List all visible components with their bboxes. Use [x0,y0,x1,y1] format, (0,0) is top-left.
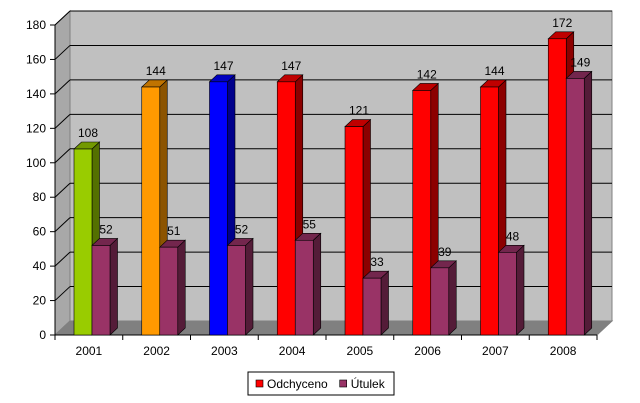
gridline-side [54,79,71,95]
data-label: 51 [167,224,181,238]
bar-front [276,81,296,336]
bar-front [480,86,499,336]
y-tick-label: 140 [26,87,46,101]
bar-front [344,126,364,336]
data-label: 48 [506,229,520,243]
legend-label: Útulek [351,376,386,391]
legend-label: Odchyceno [267,377,328,391]
bar-front [159,246,179,336]
y-tick-label: 20 [33,294,47,308]
bar-front [362,277,382,336]
data-label: 172 [552,16,572,30]
y-tick-label: 160 [26,52,46,66]
data-label: 39 [438,245,452,259]
bar-side [312,232,322,336]
bars [73,31,593,336]
bar-útulek-2001 [91,237,119,336]
gridline-side [54,45,71,60]
x-tick-label: 2007 [482,344,509,358]
y-tick-label: 120 [26,121,46,135]
bar-front [294,239,314,336]
bar-útulek-2003 [226,237,254,336]
y-tick-label: 100 [26,156,46,170]
data-label: 144 [484,64,504,78]
bar-front [547,38,567,336]
data-label: 33 [370,255,384,269]
y-axis-ticks: 0 20 40 60 80 100 120 140 160 180 [26,18,55,342]
data-label: 52 [235,222,249,236]
bar-side [516,244,525,336]
gridline-side [54,10,71,26]
gridline-side [54,148,71,164]
bar-front [498,252,517,336]
data-label: 149 [570,55,590,69]
x-tick-label: 2004 [279,344,306,358]
x-tick-label: 2008 [550,344,577,358]
gridline-side [54,286,71,301]
data-label: 52 [99,222,113,236]
bar-side [109,237,118,336]
bar-útulek-2006 [429,260,458,336]
data-labels: 108 52 144 51 147 52 147 55 121 33 142 39 144 48 172 14… [78,16,591,269]
gridline-side [54,113,71,129]
data-label: 142 [417,67,437,81]
bar-útulek-2007 [497,244,525,336]
y-tick-label: 180 [26,18,46,32]
x-tick-label: 2005 [347,344,374,358]
bar-útulek-2004 [294,232,322,336]
bar-front [91,245,111,336]
bar-side [177,239,186,336]
bar-front [412,90,432,336]
legend: Odchyceno Útulek [247,371,395,396]
gridline-side [54,217,71,233]
gridline-side [54,182,71,198]
x-tick-label: 2001 [76,344,103,358]
bar-side [448,260,457,336]
x-tick-label: 2006 [414,344,441,358]
data-label: 108 [78,126,98,140]
bar-front [141,86,161,336]
legend-box [247,371,395,396]
data-label: 55 [303,217,317,231]
y-tick-label: 40 [33,259,47,273]
legend-item-útulek: Útulek [339,376,386,391]
data-label: 147 [281,59,301,73]
y-tick-label: 80 [33,190,47,204]
x-axis-ticks: 2001 2002 2003 2004 2005 2006 2007 2008 [54,335,598,358]
bar-side [380,270,389,336]
bar-front [565,78,585,336]
bar-side [583,70,593,336]
data-label: 121 [349,104,369,118]
bar-front [73,148,93,336]
legend-item-odchyceno: Odchyceno [255,377,328,391]
bar-front [209,81,228,336]
x-tick-label: 2002 [143,344,170,358]
data-label: 147 [213,59,233,73]
x-tick-label: 2003 [211,344,238,358]
floor [53,320,614,336]
bar-odchyceno-2005 [344,118,372,336]
y-tick-label: 0 [39,328,46,342]
gridline-side [54,251,71,267]
side-wall [54,9,71,337]
bar-front [227,245,246,336]
bar-útulek-2008 [565,70,593,336]
bar-front [430,267,450,336]
data-label: 144 [146,64,166,78]
legend-swatch [255,379,264,388]
legend-swatch [339,379,348,388]
bar-side [245,237,254,336]
bar-útulek-2005 [362,270,390,336]
bar-útulek-2002 [158,239,187,336]
y-tick-label: 60 [33,225,47,239]
